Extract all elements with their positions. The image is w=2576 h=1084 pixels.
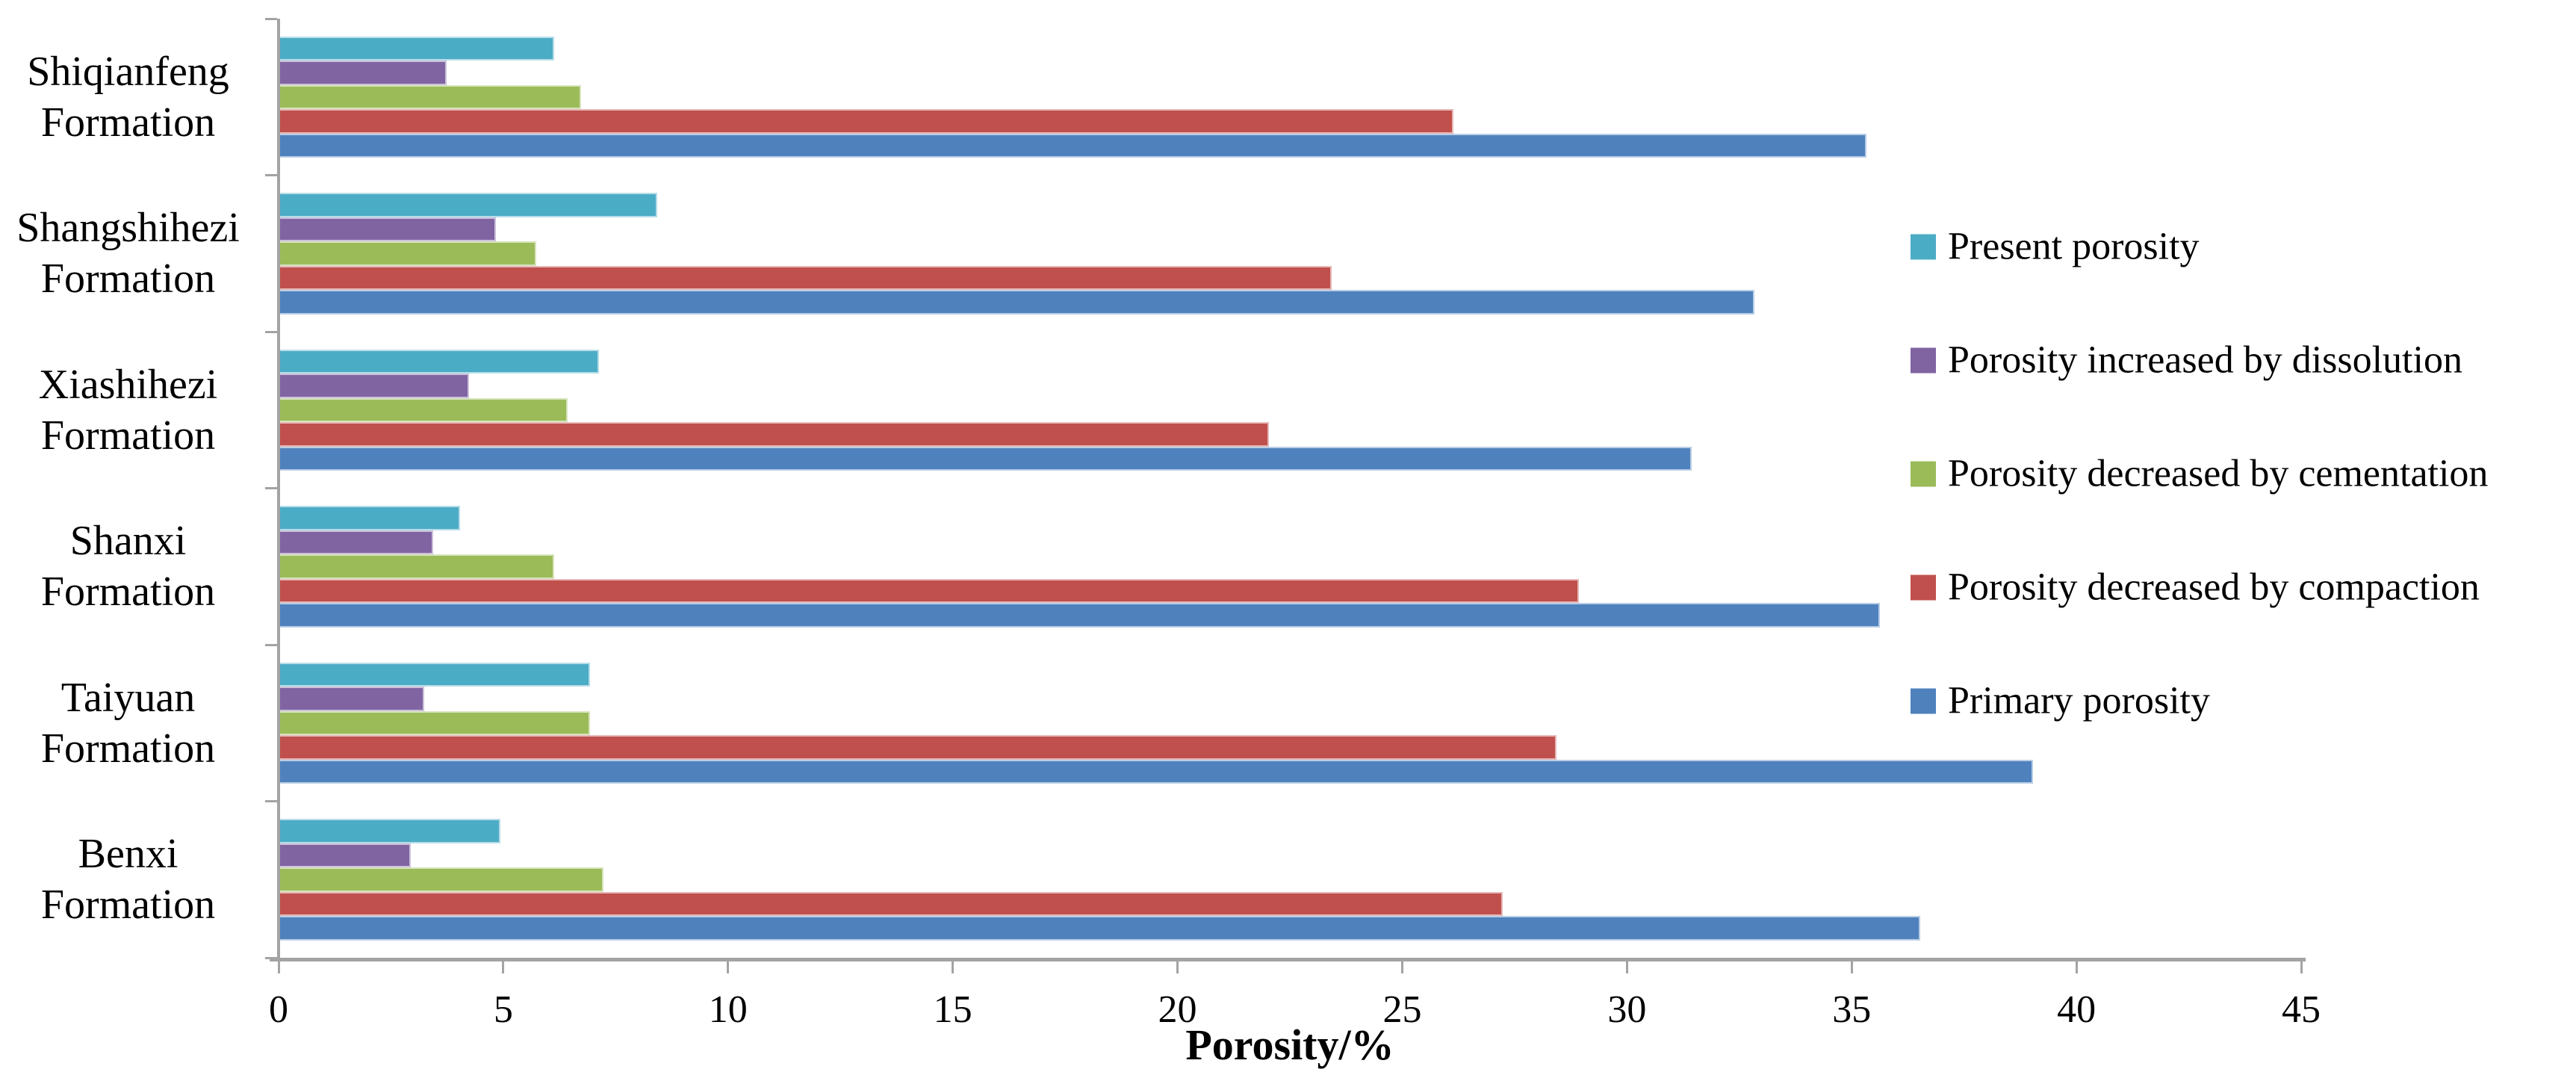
bar-series3-group2 bbox=[280, 241, 536, 266]
x-tick bbox=[1850, 961, 1853, 973]
y-tick bbox=[265, 330, 277, 333]
x-tick-label: 40 bbox=[2057, 988, 2097, 1031]
bar-series3-group3 bbox=[280, 397, 568, 422]
x-tick bbox=[1176, 961, 1179, 973]
x-tick bbox=[502, 961, 505, 973]
legend-swatch bbox=[1911, 461, 1936, 486]
bar-series5-group6 bbox=[280, 916, 1921, 941]
x-tick-label: 45 bbox=[2282, 988, 2321, 1031]
x-tick bbox=[2075, 961, 2078, 973]
x-tick-label: 0 bbox=[269, 988, 288, 1031]
legend-swatch bbox=[1911, 688, 1936, 713]
bar-series5-group4 bbox=[280, 603, 1881, 628]
category-label: Taiyuan Formation bbox=[40, 674, 216, 772]
bar-series1-group2 bbox=[280, 193, 658, 217]
bar-series3-group5 bbox=[280, 710, 591, 735]
category-label: Shiqianfeng Formation bbox=[27, 48, 229, 146]
bar-series1-group5 bbox=[280, 662, 591, 687]
legend-item: Porosity decreased by compaction bbox=[1911, 566, 2480, 610]
legend-swatch bbox=[1911, 574, 1936, 600]
legend-label: Porosity decreased by compaction bbox=[1948, 566, 2480, 609]
x-tick-label: 20 bbox=[1158, 988, 1197, 1031]
bar-series1-group6 bbox=[280, 819, 500, 843]
category-label: Benxi Formation bbox=[40, 831, 216, 929]
y-axis-line bbox=[277, 19, 280, 958]
bar-series3-group6 bbox=[280, 867, 604, 892]
bar-series4-group5 bbox=[280, 735, 1557, 760]
bar-series4-group4 bbox=[280, 578, 1580, 603]
y-tick bbox=[265, 17, 277, 20]
legend-label: Present porosity bbox=[1948, 225, 2200, 268]
x-tick-label: 5 bbox=[493, 988, 513, 1031]
y-tick bbox=[265, 956, 277, 959]
x-tick-label: 35 bbox=[1832, 988, 1872, 1031]
y-tick bbox=[265, 487, 277, 489]
x-tick bbox=[1400, 961, 1403, 973]
bar-series4-group1 bbox=[280, 109, 1453, 134]
bar-series4-group2 bbox=[280, 265, 1332, 290]
x-tick-label: 15 bbox=[933, 988, 972, 1031]
x-tick bbox=[2300, 961, 2303, 973]
legend-item: Present porosity bbox=[1911, 225, 2200, 269]
bar-series2-group5 bbox=[280, 687, 424, 711]
x-tick bbox=[277, 961, 280, 973]
legend-label: Porosity increased by dissolution bbox=[1948, 338, 2462, 382]
category-label: Shangshihezi Formation bbox=[16, 205, 240, 303]
category-label: Shanxi Formation bbox=[40, 518, 216, 616]
y-tick bbox=[265, 174, 277, 176]
x-axis-title: Porosity/% bbox=[1185, 1020, 1394, 1069]
legend-item: Porosity decreased by cementation bbox=[1911, 452, 2488, 496]
x-tick-label: 30 bbox=[1607, 988, 1647, 1031]
x-tick bbox=[952, 961, 955, 973]
legend-item: Porosity increased by dissolution bbox=[1911, 338, 2462, 383]
bar-series4-group3 bbox=[280, 422, 1269, 447]
legend-label: Primary porosity bbox=[1948, 679, 2210, 722]
bar-series2-group3 bbox=[280, 374, 469, 398]
bar-series5-group1 bbox=[280, 133, 1867, 158]
x-tick-label: 25 bbox=[1382, 988, 1422, 1031]
bar-series5-group3 bbox=[280, 446, 1692, 471]
bar-series2-group2 bbox=[280, 217, 496, 241]
bar-series4-group6 bbox=[280, 891, 1503, 916]
bar-series1-group1 bbox=[280, 36, 555, 61]
bar-series1-group4 bbox=[280, 506, 460, 530]
bar-series2-group1 bbox=[280, 61, 447, 85]
bar-series5-group2 bbox=[280, 290, 1754, 315]
bar-series1-group3 bbox=[280, 349, 600, 374]
bar-series2-group6 bbox=[280, 843, 411, 867]
legend-swatch bbox=[1911, 234, 1936, 259]
bar-series5-group5 bbox=[280, 759, 2033, 784]
x-tick bbox=[1625, 961, 1628, 973]
x-tick-label: 10 bbox=[708, 988, 748, 1031]
x-axis-line bbox=[270, 958, 2306, 961]
legend-label: Porosity decreased by cementation bbox=[1948, 452, 2489, 495]
legend-item: Primary porosity bbox=[1911, 679, 2210, 723]
legend-swatch bbox=[1911, 347, 1936, 373]
category-label: Xiashihezi Formation bbox=[38, 361, 218, 459]
x-tick bbox=[727, 961, 730, 973]
bar-series3-group4 bbox=[280, 554, 555, 579]
bar-series3-group1 bbox=[280, 84, 582, 109]
y-tick bbox=[265, 643, 277, 646]
y-tick bbox=[265, 800, 277, 802]
bar-series2-group4 bbox=[280, 530, 433, 554]
